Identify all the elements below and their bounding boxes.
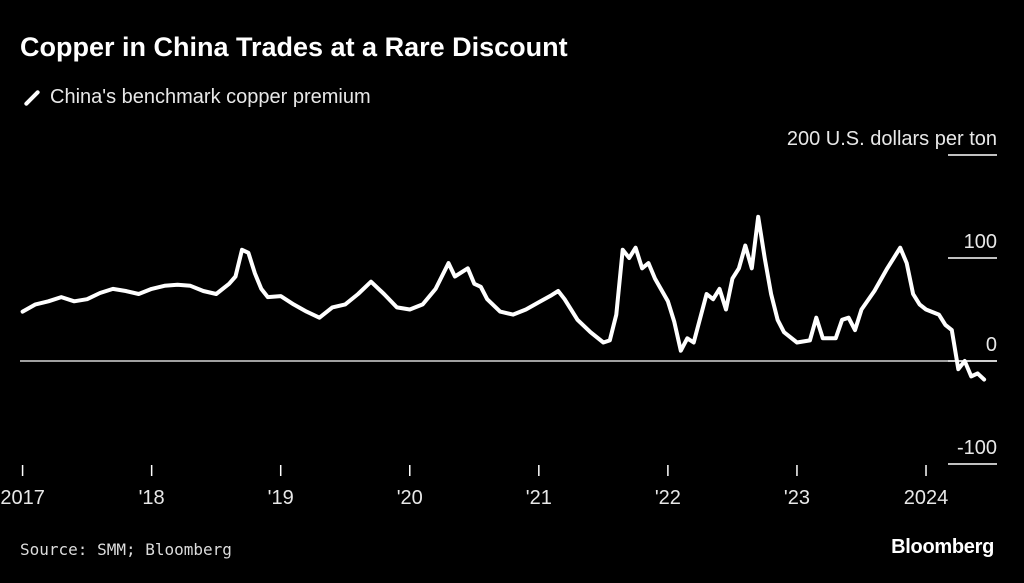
- x-tick-label: '22: [655, 487, 681, 509]
- x-tick-label: 2017: [0, 487, 45, 509]
- x-axis: 2017 '18 '19 '20 '21 '22 '23 2024: [0, 465, 948, 509]
- x-tick-label: '20: [397, 487, 423, 509]
- series-group: [20, 214, 987, 382]
- bloomberg-logo: Bloomberg: [891, 536, 994, 558]
- x-tick-label: '19: [268, 487, 294, 509]
- x-tick-label: 2024: [904, 487, 949, 509]
- series-line: [20, 214, 987, 382]
- y-tick-label: 0: [986, 334, 997, 356]
- y-tick-label: -100: [957, 437, 997, 459]
- x-tick-label: '21: [526, 487, 552, 509]
- legend: China's benchmark copper premium: [22, 86, 371, 109]
- x-tick-label: '18: [139, 487, 165, 509]
- legend-label: China's benchmark copper premium: [50, 86, 371, 108]
- y-tick-label: 100: [964, 231, 997, 253]
- chart-title: Copper in China Trades at a Rare Discoun…: [20, 32, 568, 62]
- source-note: Source: SMM; Bloomberg: [20, 540, 232, 559]
- y-axis: 200 U.S. dollars per ton 100 0 -100: [20, 128, 997, 465]
- x-tick-label: '23: [784, 487, 810, 509]
- y-tick-label: 200 U.S. dollars per ton: [787, 128, 997, 150]
